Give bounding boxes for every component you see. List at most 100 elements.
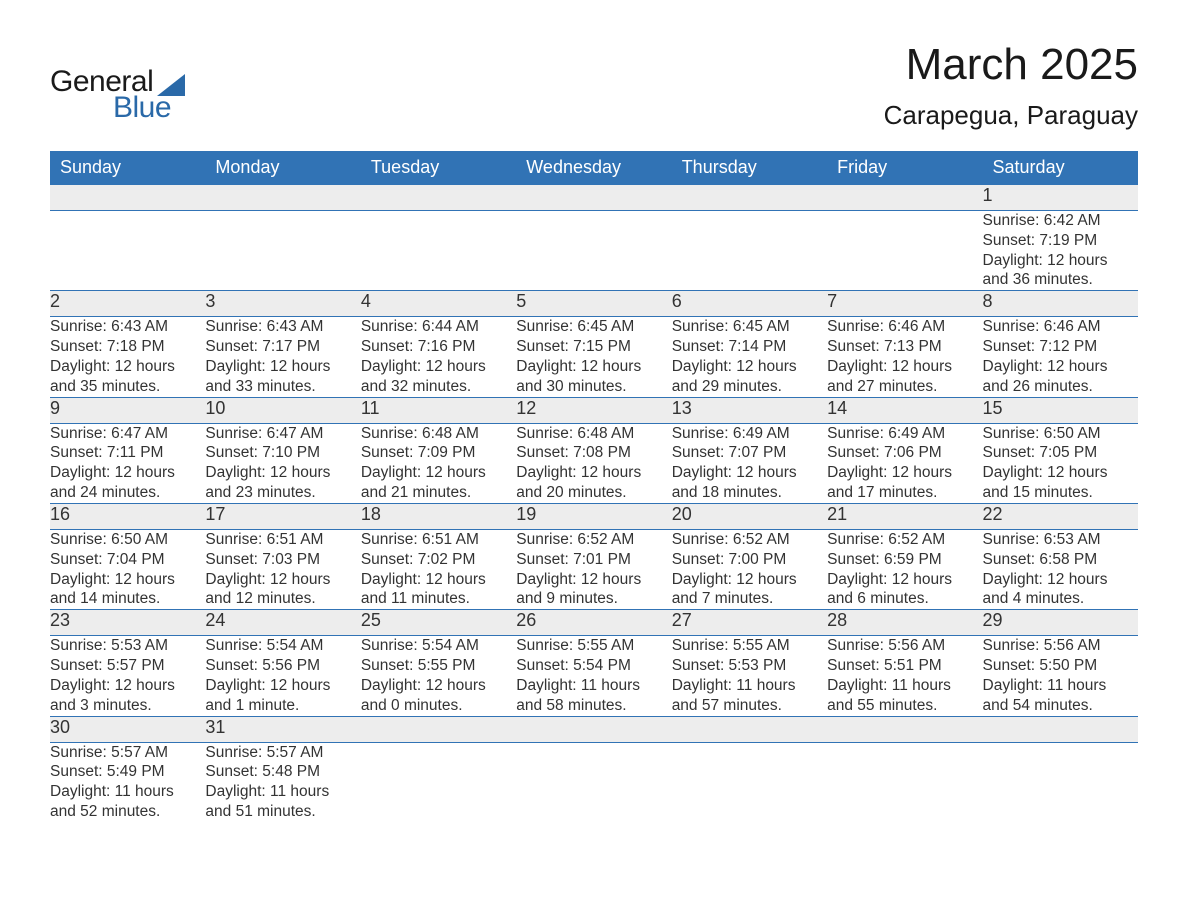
day-info-line: and 14 minutes. [50,589,205,609]
day-number-cell: 15 [983,397,1138,423]
day-info-cell: Sunrise: 6:47 AMSunset: 7:10 PMDaylight:… [205,423,360,503]
month-title: March 2025 [884,40,1138,90]
day-info-line: Sunset: 7:12 PM [983,337,1138,357]
day-number-cell: 9 [50,397,205,423]
day-info-line: Daylight: 12 hours [205,463,360,483]
info-row: Sunrise: 6:42 AMSunset: 7:19 PMDaylight:… [50,211,1138,291]
calendar-table: Sunday Monday Tuesday Wednesday Thursday… [50,151,1138,822]
day-info-line: Sunset: 5:55 PM [361,656,516,676]
day-info-line: Sunrise: 6:53 AM [983,530,1138,550]
daynum-row: 1 [50,185,1138,211]
day-info-cell: Sunrise: 6:47 AMSunset: 7:11 PMDaylight:… [50,423,205,503]
day-info-line: and 23 minutes. [205,483,360,503]
day-info-line: and 4 minutes. [983,589,1138,609]
day-info-line: Daylight: 12 hours [983,357,1138,377]
day-number-cell: 18 [361,503,516,529]
day-info-line: Daylight: 12 hours [827,570,982,590]
location: Carapegua, Paraguay [884,100,1138,131]
day-info-cell: Sunrise: 5:56 AMSunset: 5:50 PMDaylight:… [983,636,1138,716]
day-info-line: and 32 minutes. [361,377,516,397]
daynum-row: 9101112131415 [50,397,1138,423]
day-info-line: Sunset: 7:01 PM [516,550,671,570]
day-info-cell [205,211,360,291]
day-info-line: Sunrise: 6:42 AM [983,211,1138,231]
day-info-cell: Sunrise: 5:55 AMSunset: 5:54 PMDaylight:… [516,636,671,716]
day-info-line: Sunset: 5:53 PM [672,656,827,676]
day-number-cell [516,716,671,742]
day-info-line: Daylight: 12 hours [516,357,671,377]
day-info-cell: Sunrise: 6:52 AMSunset: 7:00 PMDaylight:… [672,529,827,609]
day-info-cell: Sunrise: 6:52 AMSunset: 6:59 PMDaylight:… [827,529,982,609]
day-info-line: Sunrise: 5:54 AM [361,636,516,656]
info-row: Sunrise: 6:47 AMSunset: 7:11 PMDaylight:… [50,423,1138,503]
day-number-cell: 27 [672,610,827,636]
logo-text-blue: Blue [113,91,171,125]
day-info-line: Sunrise: 6:43 AM [205,317,360,337]
day-info-line: Sunset: 6:58 PM [983,550,1138,570]
day-info-line: and 12 minutes. [205,589,360,609]
day-info-line: and 35 minutes. [50,377,205,397]
weekday-header: Wednesday [516,151,671,185]
day-info-line: Daylight: 11 hours [205,782,360,802]
day-info-cell [827,742,982,822]
day-info-cell: Sunrise: 5:54 AMSunset: 5:56 PMDaylight:… [205,636,360,716]
day-number-cell [672,185,827,211]
day-info-line: Daylight: 12 hours [50,570,205,590]
day-info-line: Daylight: 12 hours [205,570,360,590]
day-number-cell [983,716,1138,742]
day-info-line: Sunset: 7:17 PM [205,337,360,357]
day-info-cell: Sunrise: 6:49 AMSunset: 7:07 PMDaylight:… [672,423,827,503]
day-info-line: Sunrise: 6:49 AM [827,424,982,444]
day-info-line: and 27 minutes. [827,377,982,397]
day-info-line: Daylight: 12 hours [827,357,982,377]
day-info-line: and 29 minutes. [672,377,827,397]
day-info-line: and 36 minutes. [983,270,1138,290]
day-info-cell: Sunrise: 6:46 AMSunset: 7:13 PMDaylight:… [827,317,982,397]
day-info-line: and 55 minutes. [827,696,982,716]
day-number-cell [361,716,516,742]
day-info-line: and 18 minutes. [672,483,827,503]
day-info-line: and 33 minutes. [205,377,360,397]
daynum-row: 23242526272829 [50,610,1138,636]
logo: General Blue [50,65,185,125]
day-info-line: and 52 minutes. [50,802,205,822]
day-number-cell: 19 [516,503,671,529]
daynum-row: 16171819202122 [50,503,1138,529]
day-info-line: Sunset: 7:05 PM [983,443,1138,463]
day-number-cell: 21 [827,503,982,529]
day-number-cell: 14 [827,397,982,423]
day-number-cell: 13 [672,397,827,423]
day-info-cell [827,211,982,291]
day-info-line: and 15 minutes. [983,483,1138,503]
day-info-cell: Sunrise: 6:43 AMSunset: 7:18 PMDaylight:… [50,317,205,397]
day-info-cell [516,742,671,822]
day-info-cell: Sunrise: 5:57 AMSunset: 5:48 PMDaylight:… [205,742,360,822]
day-info-cell: Sunrise: 6:53 AMSunset: 6:58 PMDaylight:… [983,529,1138,609]
day-number-cell [50,185,205,211]
day-info-cell [672,211,827,291]
info-row: Sunrise: 6:50 AMSunset: 7:04 PMDaylight:… [50,529,1138,609]
day-number-cell: 28 [827,610,982,636]
day-number-cell: 5 [516,291,671,317]
day-info-line: Sunrise: 6:49 AM [672,424,827,444]
day-info-line: Daylight: 12 hours [983,570,1138,590]
day-number-cell: 31 [205,716,360,742]
day-info-line: Sunset: 5:51 PM [827,656,982,676]
day-info-line: Sunset: 7:02 PM [361,550,516,570]
day-info-line: and 21 minutes. [361,483,516,503]
day-info-line: Daylight: 12 hours [361,676,516,696]
day-info-cell: Sunrise: 6:51 AMSunset: 7:02 PMDaylight:… [361,529,516,609]
day-info-line: Sunset: 6:59 PM [827,550,982,570]
day-info-cell: Sunrise: 6:44 AMSunset: 7:16 PMDaylight:… [361,317,516,397]
day-info-line: Daylight: 12 hours [827,463,982,483]
day-info-line: Sunset: 7:14 PM [672,337,827,357]
day-info-line: Sunset: 7:13 PM [827,337,982,357]
day-info-line: Daylight: 11 hours [827,676,982,696]
day-info-line: Sunset: 7:18 PM [50,337,205,357]
day-info-line: Sunrise: 6:50 AM [983,424,1138,444]
day-info-line: Daylight: 11 hours [516,676,671,696]
day-number-cell: 1 [983,185,1138,211]
day-info-line: Sunrise: 6:47 AM [205,424,360,444]
day-info-cell: Sunrise: 6:42 AMSunset: 7:19 PMDaylight:… [983,211,1138,291]
day-info-line: and 26 minutes. [983,377,1138,397]
